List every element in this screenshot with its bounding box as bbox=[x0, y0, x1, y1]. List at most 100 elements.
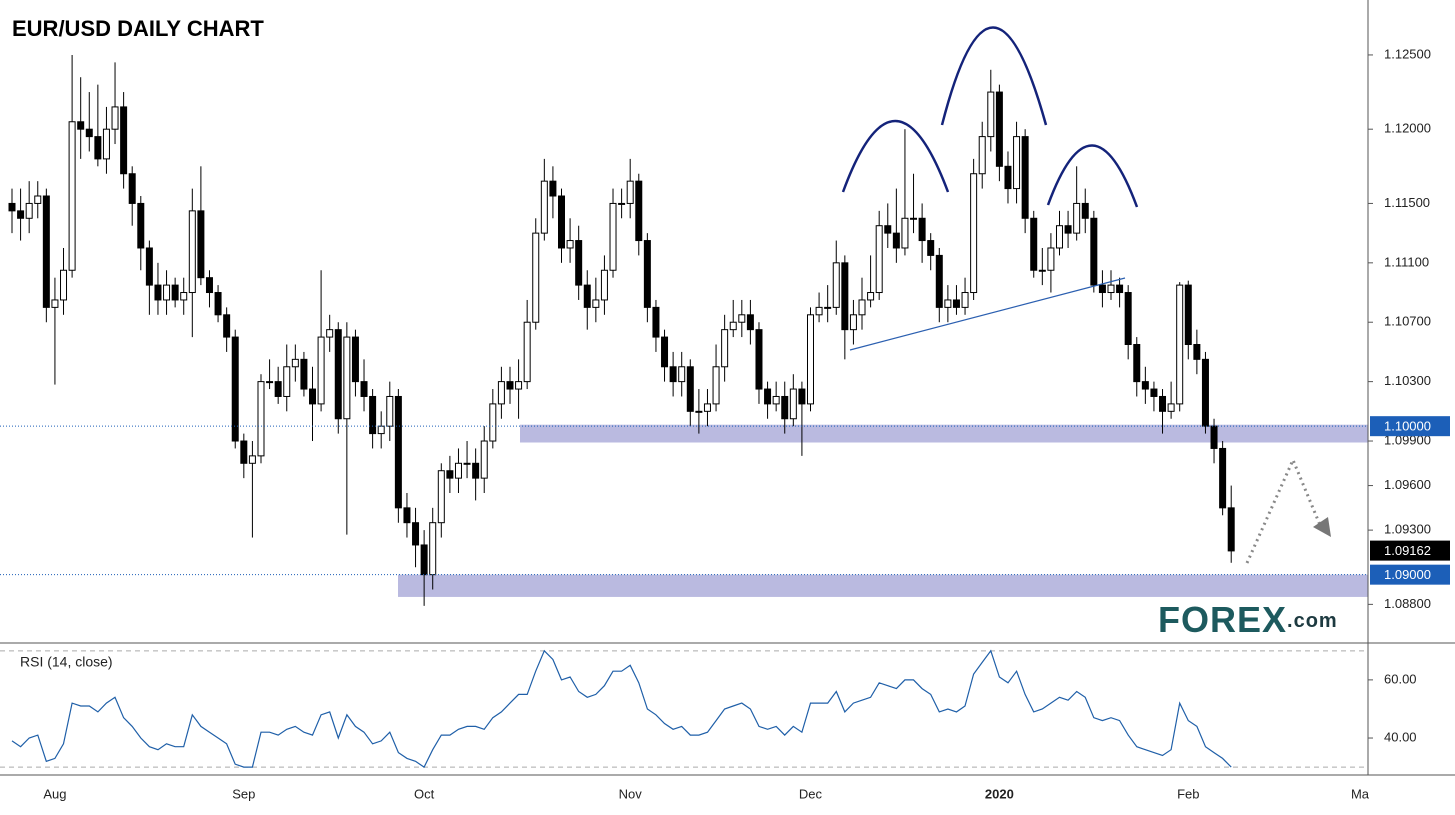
y-tick-label: 1.12000 bbox=[1384, 121, 1431, 136]
candle-body bbox=[42, 195, 50, 308]
candle-body bbox=[927, 240, 935, 256]
candle-body bbox=[618, 202, 626, 205]
candle-body bbox=[197, 210, 205, 279]
candle-body bbox=[128, 173, 136, 204]
candle-body bbox=[549, 180, 557, 197]
candle-body bbox=[721, 329, 729, 368]
candle-body bbox=[635, 180, 643, 242]
candle-body bbox=[283, 366, 291, 397]
candle-body bbox=[867, 292, 875, 301]
candle-body bbox=[815, 306, 823, 316]
candle-body bbox=[437, 470, 445, 524]
candle-body bbox=[1210, 425, 1218, 449]
candle-body bbox=[205, 277, 213, 294]
candle-body bbox=[892, 232, 900, 249]
candle-body bbox=[875, 225, 883, 294]
candle-body bbox=[231, 336, 239, 442]
price-axis bbox=[1368, 0, 1455, 815]
candle-body bbox=[145, 247, 153, 286]
candle-body bbox=[163, 284, 171, 301]
candle-body bbox=[1107, 284, 1115, 294]
indicator-label: RSI (14, close) bbox=[20, 654, 113, 670]
candle-body bbox=[832, 262, 840, 308]
candle-body bbox=[248, 455, 256, 464]
candle-body bbox=[755, 329, 763, 390]
candle-body bbox=[446, 470, 454, 479]
candle-body bbox=[274, 381, 282, 397]
logo: FOREX.com bbox=[1158, 599, 1338, 640]
support-zone bbox=[520, 424, 1368, 443]
candle-body bbox=[51, 299, 59, 308]
candle-body bbox=[326, 329, 334, 338]
neckline bbox=[849, 277, 1126, 351]
candle-body bbox=[403, 507, 411, 524]
candle-body bbox=[824, 306, 832, 309]
candle-body bbox=[1098, 284, 1106, 294]
candle-body bbox=[558, 195, 566, 249]
candle-body bbox=[1090, 217, 1098, 286]
price-label-box bbox=[1370, 416, 1450, 437]
candle-body bbox=[214, 292, 222, 316]
price-label-box bbox=[1370, 564, 1450, 585]
candle-body bbox=[995, 91, 1003, 167]
candle-body bbox=[317, 336, 325, 405]
candle-body bbox=[746, 314, 754, 331]
candle-body bbox=[583, 284, 591, 308]
candle-body bbox=[961, 292, 969, 308]
candle-body bbox=[85, 128, 93, 138]
candle-body bbox=[489, 403, 497, 442]
candle-body bbox=[703, 403, 711, 412]
candle-body bbox=[17, 210, 25, 219]
candle-body bbox=[1116, 284, 1124, 294]
rsi-line bbox=[11, 649, 1232, 768]
candle-body bbox=[575, 240, 583, 286]
candle-body bbox=[1013, 136, 1021, 190]
candle-body bbox=[77, 121, 85, 130]
support-zone bbox=[398, 574, 1368, 597]
candle-body bbox=[661, 336, 669, 368]
candle-body bbox=[1055, 225, 1063, 249]
candle-body bbox=[789, 388, 797, 420]
candle-body bbox=[1167, 403, 1175, 412]
candle-body bbox=[1124, 292, 1132, 346]
candle-body bbox=[1159, 395, 1167, 412]
candle-body bbox=[120, 106, 128, 175]
candle-body bbox=[772, 395, 780, 405]
candle-body bbox=[369, 395, 377, 435]
candle-body bbox=[695, 410, 703, 413]
candle-body bbox=[609, 202, 617, 271]
y-tick-label: 1.08800 bbox=[1384, 596, 1431, 611]
candle-body bbox=[952, 299, 960, 308]
candle-body bbox=[1176, 284, 1184, 405]
candle-body bbox=[394, 395, 402, 509]
candle-body bbox=[472, 462, 480, 479]
candle-body bbox=[686, 366, 694, 412]
candle-body bbox=[669, 366, 677, 383]
price-label-box bbox=[1370, 540, 1450, 561]
candle-body bbox=[1193, 344, 1201, 360]
candle-body bbox=[257, 381, 265, 457]
candle-body bbox=[266, 381, 274, 384]
candle-body bbox=[849, 314, 857, 331]
candle-body bbox=[1004, 165, 1012, 190]
candle-body bbox=[1133, 344, 1141, 383]
x-tick-label: Aug bbox=[43, 786, 66, 801]
projection-arrow bbox=[1245, 456, 1322, 564]
candle-body bbox=[935, 254, 943, 308]
head-arc bbox=[940, 26, 1048, 126]
candle-body bbox=[987, 91, 995, 138]
candle-body bbox=[910, 217, 918, 220]
price-label: 1.10000 bbox=[1384, 419, 1431, 434]
candle-body bbox=[592, 299, 600, 308]
candle-body bbox=[480, 440, 488, 479]
candle-body bbox=[171, 284, 179, 301]
candle-body bbox=[901, 217, 909, 249]
y-tick-label: 1.12500 bbox=[1384, 46, 1431, 61]
candle-body bbox=[8, 202, 16, 212]
candle-body bbox=[1184, 284, 1192, 346]
arrow-head bbox=[1313, 517, 1331, 537]
candle-body bbox=[343, 336, 351, 420]
price-label: 1.09000 bbox=[1384, 567, 1431, 582]
candle-body bbox=[111, 106, 119, 130]
